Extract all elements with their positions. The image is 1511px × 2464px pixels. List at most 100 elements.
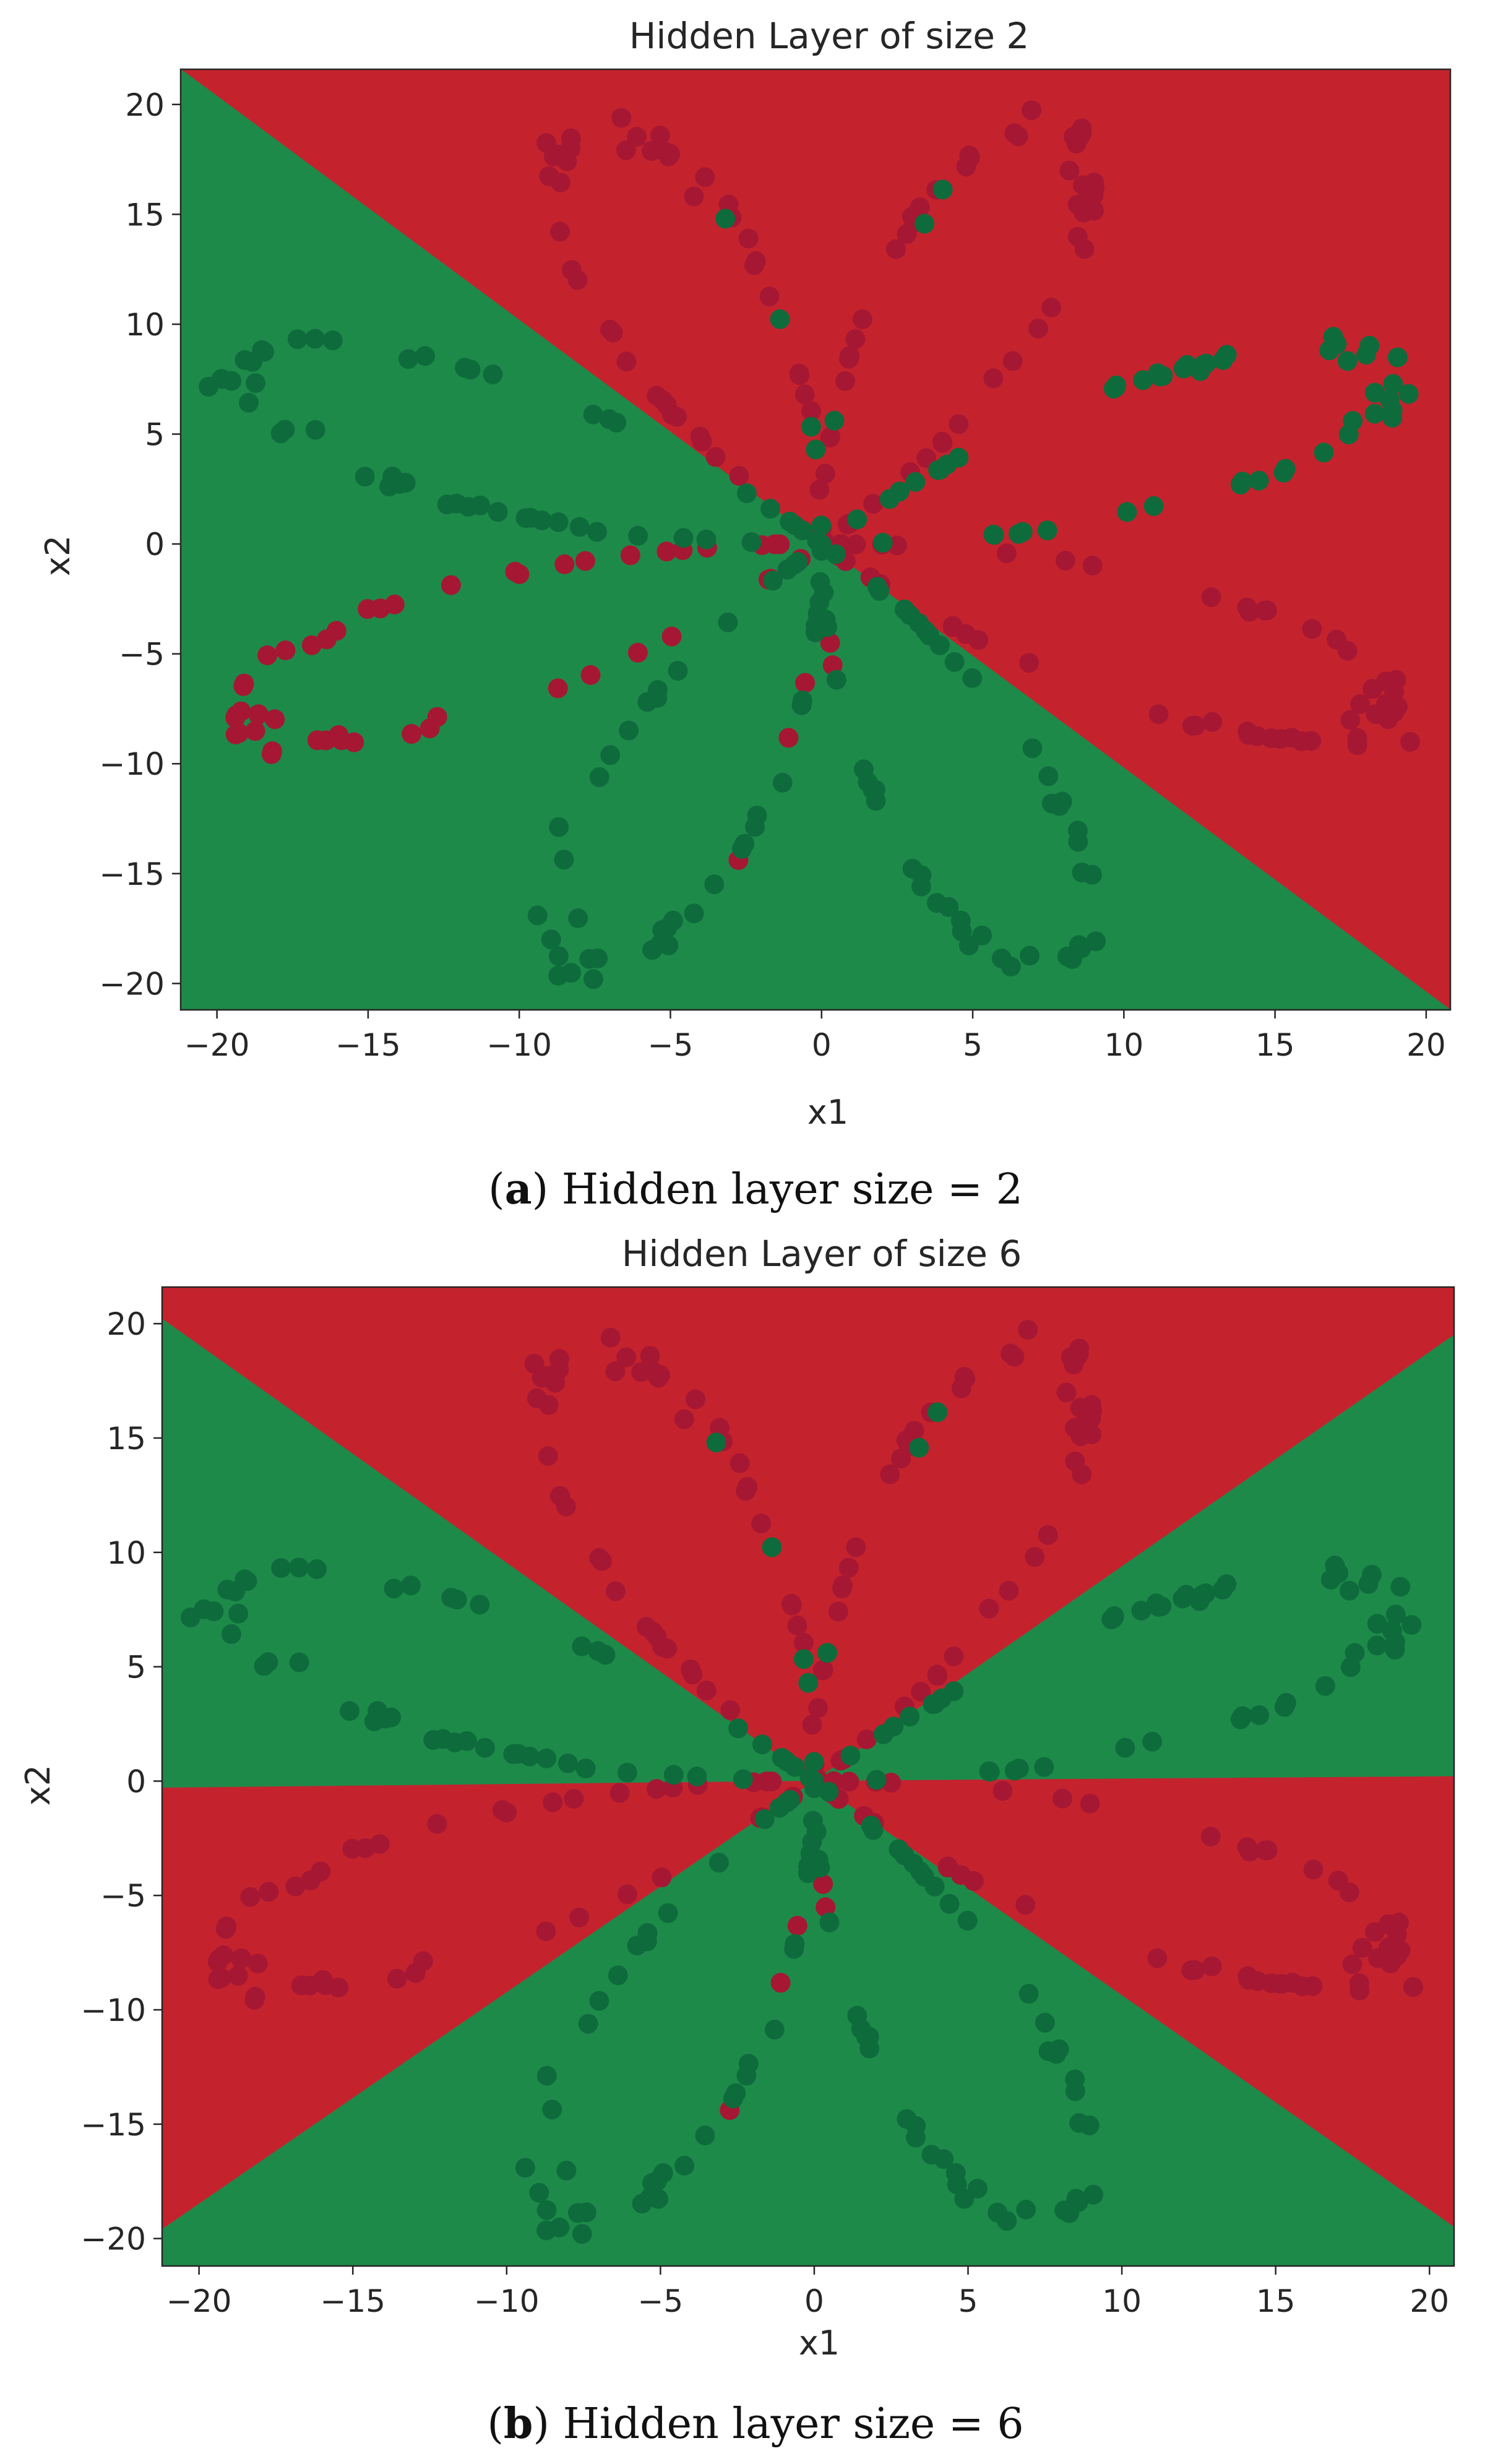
x-tick-label: −15 [320,2283,385,2319]
y-tick-label: −20 [99,966,165,1002]
data-point [787,1615,807,1635]
data-point [1249,470,1269,491]
data-point [1143,496,1164,516]
x-tick-label: −20 [184,1027,250,1063]
data-point [1213,1580,1233,1600]
data-point [718,612,738,632]
data-point [856,1729,877,1749]
data-point [944,1646,964,1666]
data-point [979,1598,999,1619]
data-point [1181,1960,1202,1981]
data-point [1359,335,1380,356]
data-point [519,1746,540,1767]
data-point [400,1575,421,1596]
data-point [583,969,603,989]
data-point [744,255,764,275]
data-point [245,721,265,741]
data-point [902,858,923,879]
data-point [684,903,704,924]
data-point [1385,1605,1406,1625]
data-point [1104,1606,1124,1626]
data-point [527,905,548,926]
data-point [756,1771,777,1791]
data-point [455,358,475,378]
data-point [1084,200,1104,221]
data-point [983,368,1004,389]
data-point [847,509,867,530]
data-point [1019,653,1040,673]
data-point [262,741,282,761]
data-point [603,322,623,343]
data-point [245,1987,265,2007]
caption-label: b [504,2399,533,2449]
data-point [382,467,403,487]
x-tick-label: −20 [166,2283,232,2319]
y-tick-label: 15 [106,1421,146,1457]
data-point [1233,1706,1253,1726]
data-point [287,329,308,350]
x-tick-label: 5 [963,1027,983,1063]
x-axis-label: x1 [799,2324,840,2363]
data-point [1056,1382,1077,1403]
data-point [999,1580,1019,1601]
data-point [1384,681,1405,702]
data-point [398,349,418,369]
data-point [939,1893,960,1914]
data-point [1364,403,1385,424]
data-point [705,447,726,467]
data-point [1037,520,1057,541]
data-point [441,575,461,595]
data-point [1182,715,1202,736]
data-point [684,186,704,207]
data-point [934,2149,954,2169]
data-point [583,404,603,424]
data-point [1382,400,1403,421]
plot-area-frame [179,68,1452,1011]
x-tick-label: 0 [804,2283,824,2319]
data-point [1302,619,1322,639]
data-point [599,409,619,429]
y-tick-label: 0 [126,1764,146,1799]
data-point [894,599,915,619]
data-point [950,910,971,931]
data-point [569,1907,590,1928]
data-point [777,1793,797,1813]
data-point [984,525,1004,545]
data-point [617,1884,637,1905]
data-point [1339,1882,1359,1903]
data-point [949,414,969,434]
data-point [1148,704,1169,725]
x-tick-label: −5 [638,2283,684,2319]
data-point [1314,442,1334,463]
data-point [1380,1954,1401,1973]
data-point [958,935,979,955]
data-point [1367,1614,1387,1634]
data-point [1202,712,1223,732]
data-point [695,167,715,187]
data-point [543,1792,563,1812]
data-point [470,495,491,515]
data-point [532,510,552,530]
data-point [927,1665,947,1685]
data-point [515,2158,535,2178]
data-point [572,1636,592,1656]
data-point [554,554,575,574]
data-point [1015,1895,1036,1915]
figure-caption: (a) Hidden layer size = 2 [488,1165,1023,1214]
data-point [549,144,569,165]
data-point [873,1724,893,1744]
data-point [1086,931,1106,952]
data-point [733,1769,753,1790]
y-tick-label: 15 [125,197,165,233]
data-point [1247,1971,1268,1991]
data-point [307,1559,327,1579]
data-point [1276,1693,1296,1713]
data-point [370,598,390,619]
data-point [627,127,647,147]
data-point [795,673,816,693]
data-point [772,772,793,793]
data-point [787,1916,807,1936]
data-point [542,2100,562,2120]
caption-close-paren: ) [533,2400,562,2449]
data-point [1340,710,1361,730]
